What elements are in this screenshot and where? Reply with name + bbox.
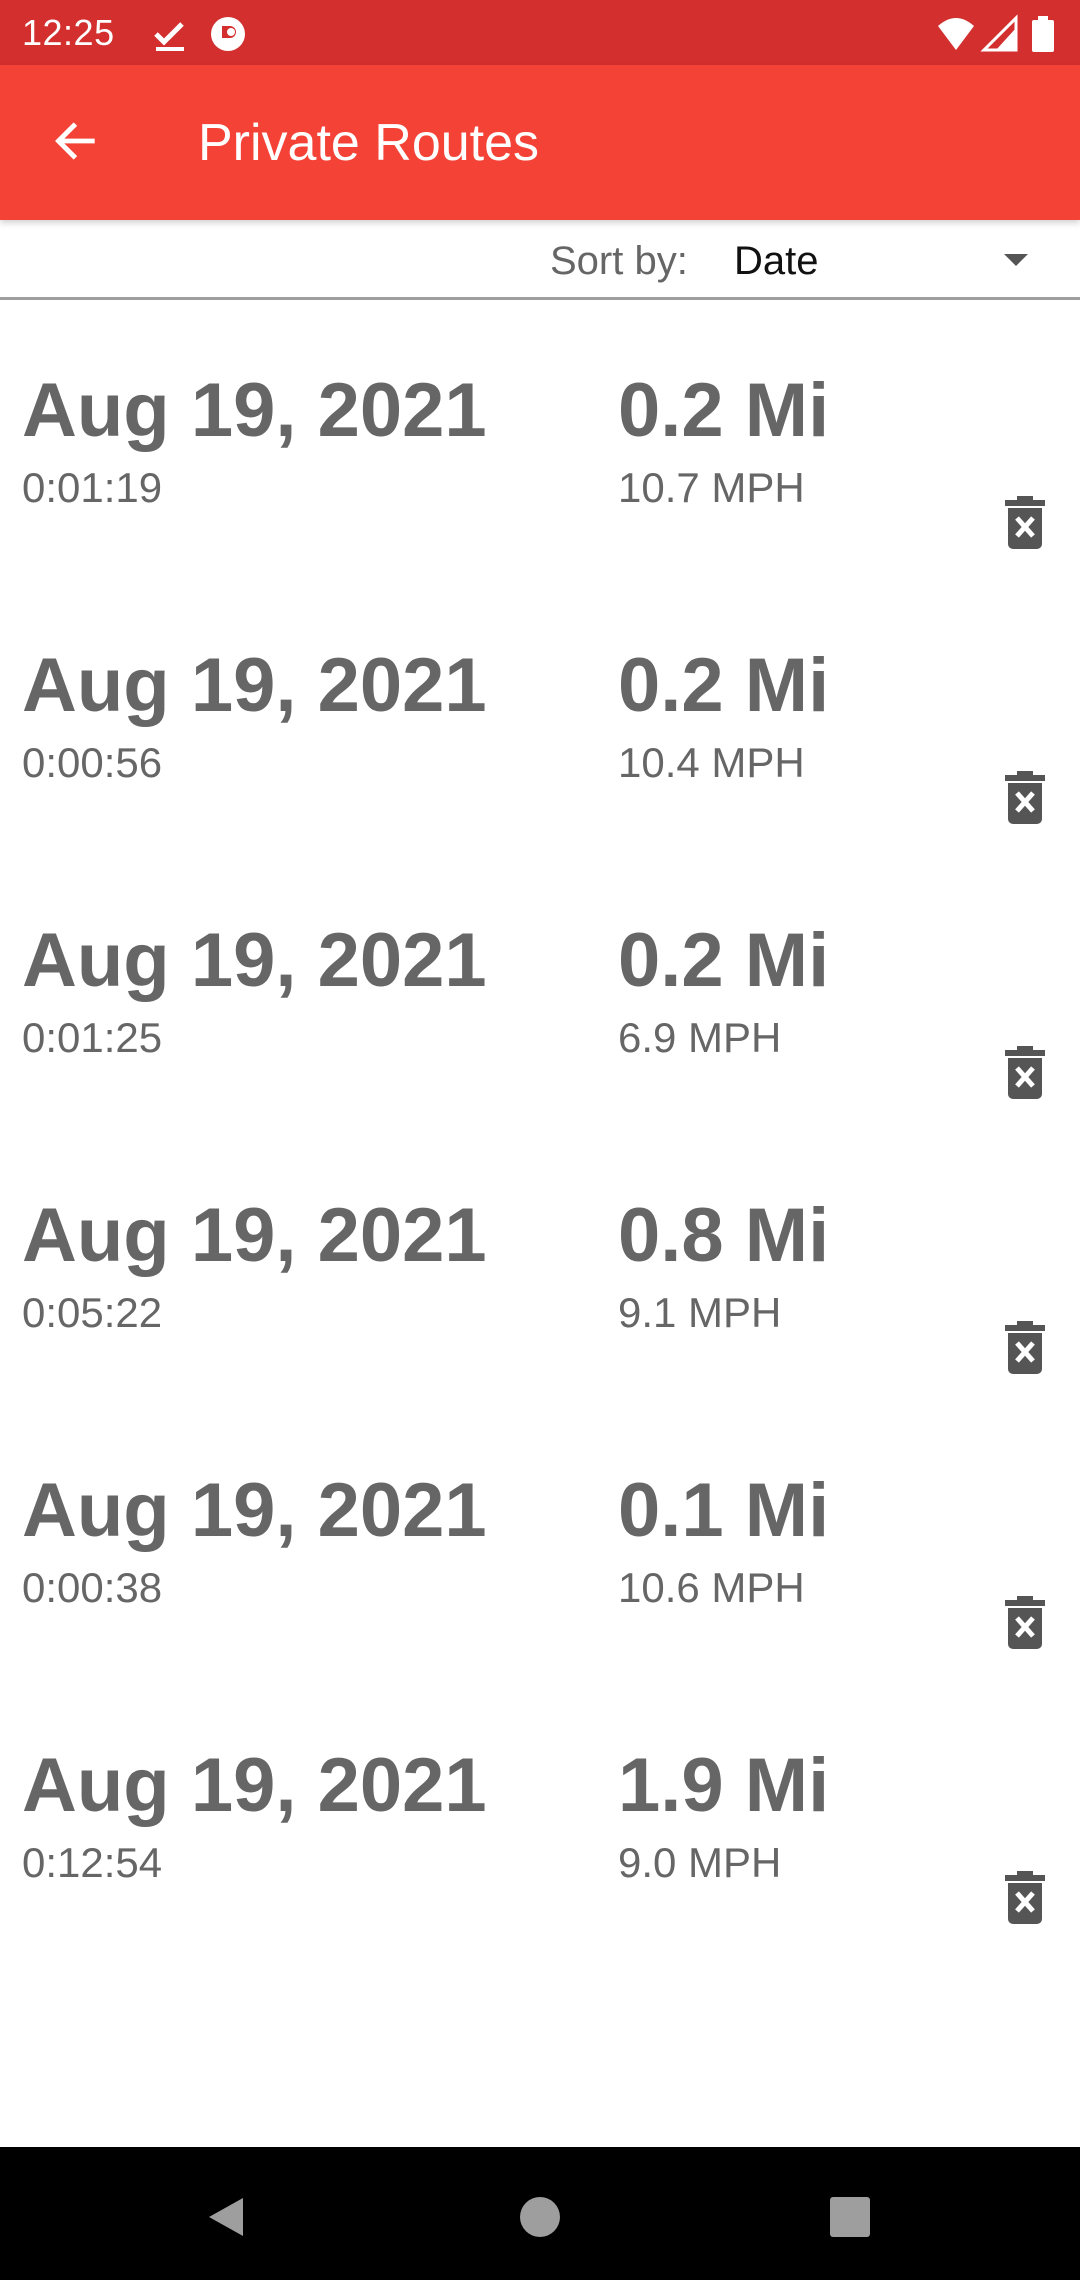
route-date: Aug 19, 2021 [22, 1193, 487, 1278]
route-date: Aug 19, 2021 [22, 1468, 487, 1553]
route-distance: 1.9 Mi [618, 1743, 830, 1828]
route-date: Aug 19, 2021 [22, 643, 487, 728]
recents-square-icon [830, 2197, 870, 2237]
trash-x-icon [1005, 771, 1045, 824]
route-distance: 0.2 Mi [618, 918, 830, 1003]
delete-button[interactable] [990, 1586, 1060, 1658]
route-distance: 0.1 Mi [618, 1468, 830, 1553]
sort-label: Sort by: [550, 239, 688, 283]
status-bar: 12:25 [0, 0, 1080, 65]
delete-button[interactable] [990, 761, 1060, 833]
route-item[interactable]: Aug 19, 2021 0:00:38 0.1 Mi 10.6 MPH [0, 1400, 1080, 1675]
route-distance: 0.2 Mi [618, 643, 830, 728]
route-speed: 10.4 MPH [618, 739, 805, 786]
trash-x-icon [1005, 1871, 1045, 1924]
caret-down-icon [996, 240, 1036, 280]
app-bar: Private Routes [0, 65, 1080, 220]
cellular-signal-icon [980, 14, 1020, 54]
page-title: Private Routes [198, 114, 540, 172]
delete-button[interactable] [990, 1036, 1060, 1108]
route-duration: 0:01:25 [22, 1014, 163, 1061]
trash-x-icon [1005, 1046, 1045, 1099]
route-date: Aug 19, 2021 [22, 918, 487, 1003]
nav-home-button[interactable] [500, 2177, 580, 2257]
route-duration: 0:00:56 [22, 739, 163, 786]
delete-button[interactable] [990, 1311, 1060, 1383]
route-item[interactable]: Aug 19, 2021 0:01:19 0.2 Mi 10.7 MPH [0, 300, 1080, 575]
route-duration: 0:12:54 [22, 1839, 163, 1886]
delete-button[interactable] [990, 1861, 1060, 1933]
trash-x-icon [1005, 1596, 1045, 1649]
checkmark-download-icon [150, 14, 190, 54]
route-list: Aug 19, 2021 0:01:19 0.2 Mi 10.7 MPH Aug… [0, 300, 1080, 1950]
delete-button[interactable] [990, 486, 1060, 558]
sort-dropdown[interactable]: Date [726, 226, 1056, 294]
route-distance: 0.8 Mi [618, 1193, 830, 1278]
nav-back-button[interactable] [186, 2177, 266, 2257]
back-triangle-icon [209, 2198, 243, 2236]
arrow-back-icon [55, 122, 95, 160]
trash-x-icon [1005, 496, 1045, 549]
sort-row: Sort by: Date [0, 220, 1080, 300]
battery-icon [1028, 14, 1058, 54]
system-nav-bar [0, 2147, 1080, 2280]
status-time: 12:25 [22, 12, 115, 53]
route-speed: 10.6 MPH [618, 1564, 805, 1611]
wifi-icon [936, 14, 976, 54]
route-speed: 9.0 MPH [618, 1839, 782, 1886]
route-item[interactable]: Aug 19, 2021 0:05:22 0.8 Mi 9.1 MPH [0, 1125, 1080, 1400]
route-duration: 0:00:38 [22, 1564, 163, 1611]
route-duration: 0:01:19 [22, 464, 163, 511]
sort-selected-value: Date [734, 239, 819, 283]
route-speed: 10.7 MPH [618, 464, 805, 511]
route-item[interactable]: Aug 19, 2021 0:12:54 1.9 Mi 9.0 MPH [0, 1675, 1080, 1950]
route-item[interactable]: Aug 19, 2021 0:01:25 0.2 Mi 6.9 MPH [0, 850, 1080, 1125]
circle-app-icon [208, 14, 248, 54]
route-distance: 0.2 Mi [618, 368, 830, 453]
home-circle-icon [520, 2197, 560, 2237]
back-button[interactable] [40, 105, 112, 177]
route-speed: 6.9 MPH [618, 1014, 782, 1061]
trash-x-icon [1005, 1321, 1045, 1374]
route-item[interactable]: Aug 19, 2021 0:00:56 0.2 Mi 10.4 MPH [0, 575, 1080, 850]
route-speed: 9.1 MPH [618, 1289, 782, 1336]
route-date: Aug 19, 2021 [22, 368, 487, 453]
route-duration: 0:05:22 [22, 1289, 163, 1336]
route-date: Aug 19, 2021 [22, 1743, 487, 1828]
nav-recents-button[interactable] [810, 2177, 890, 2257]
